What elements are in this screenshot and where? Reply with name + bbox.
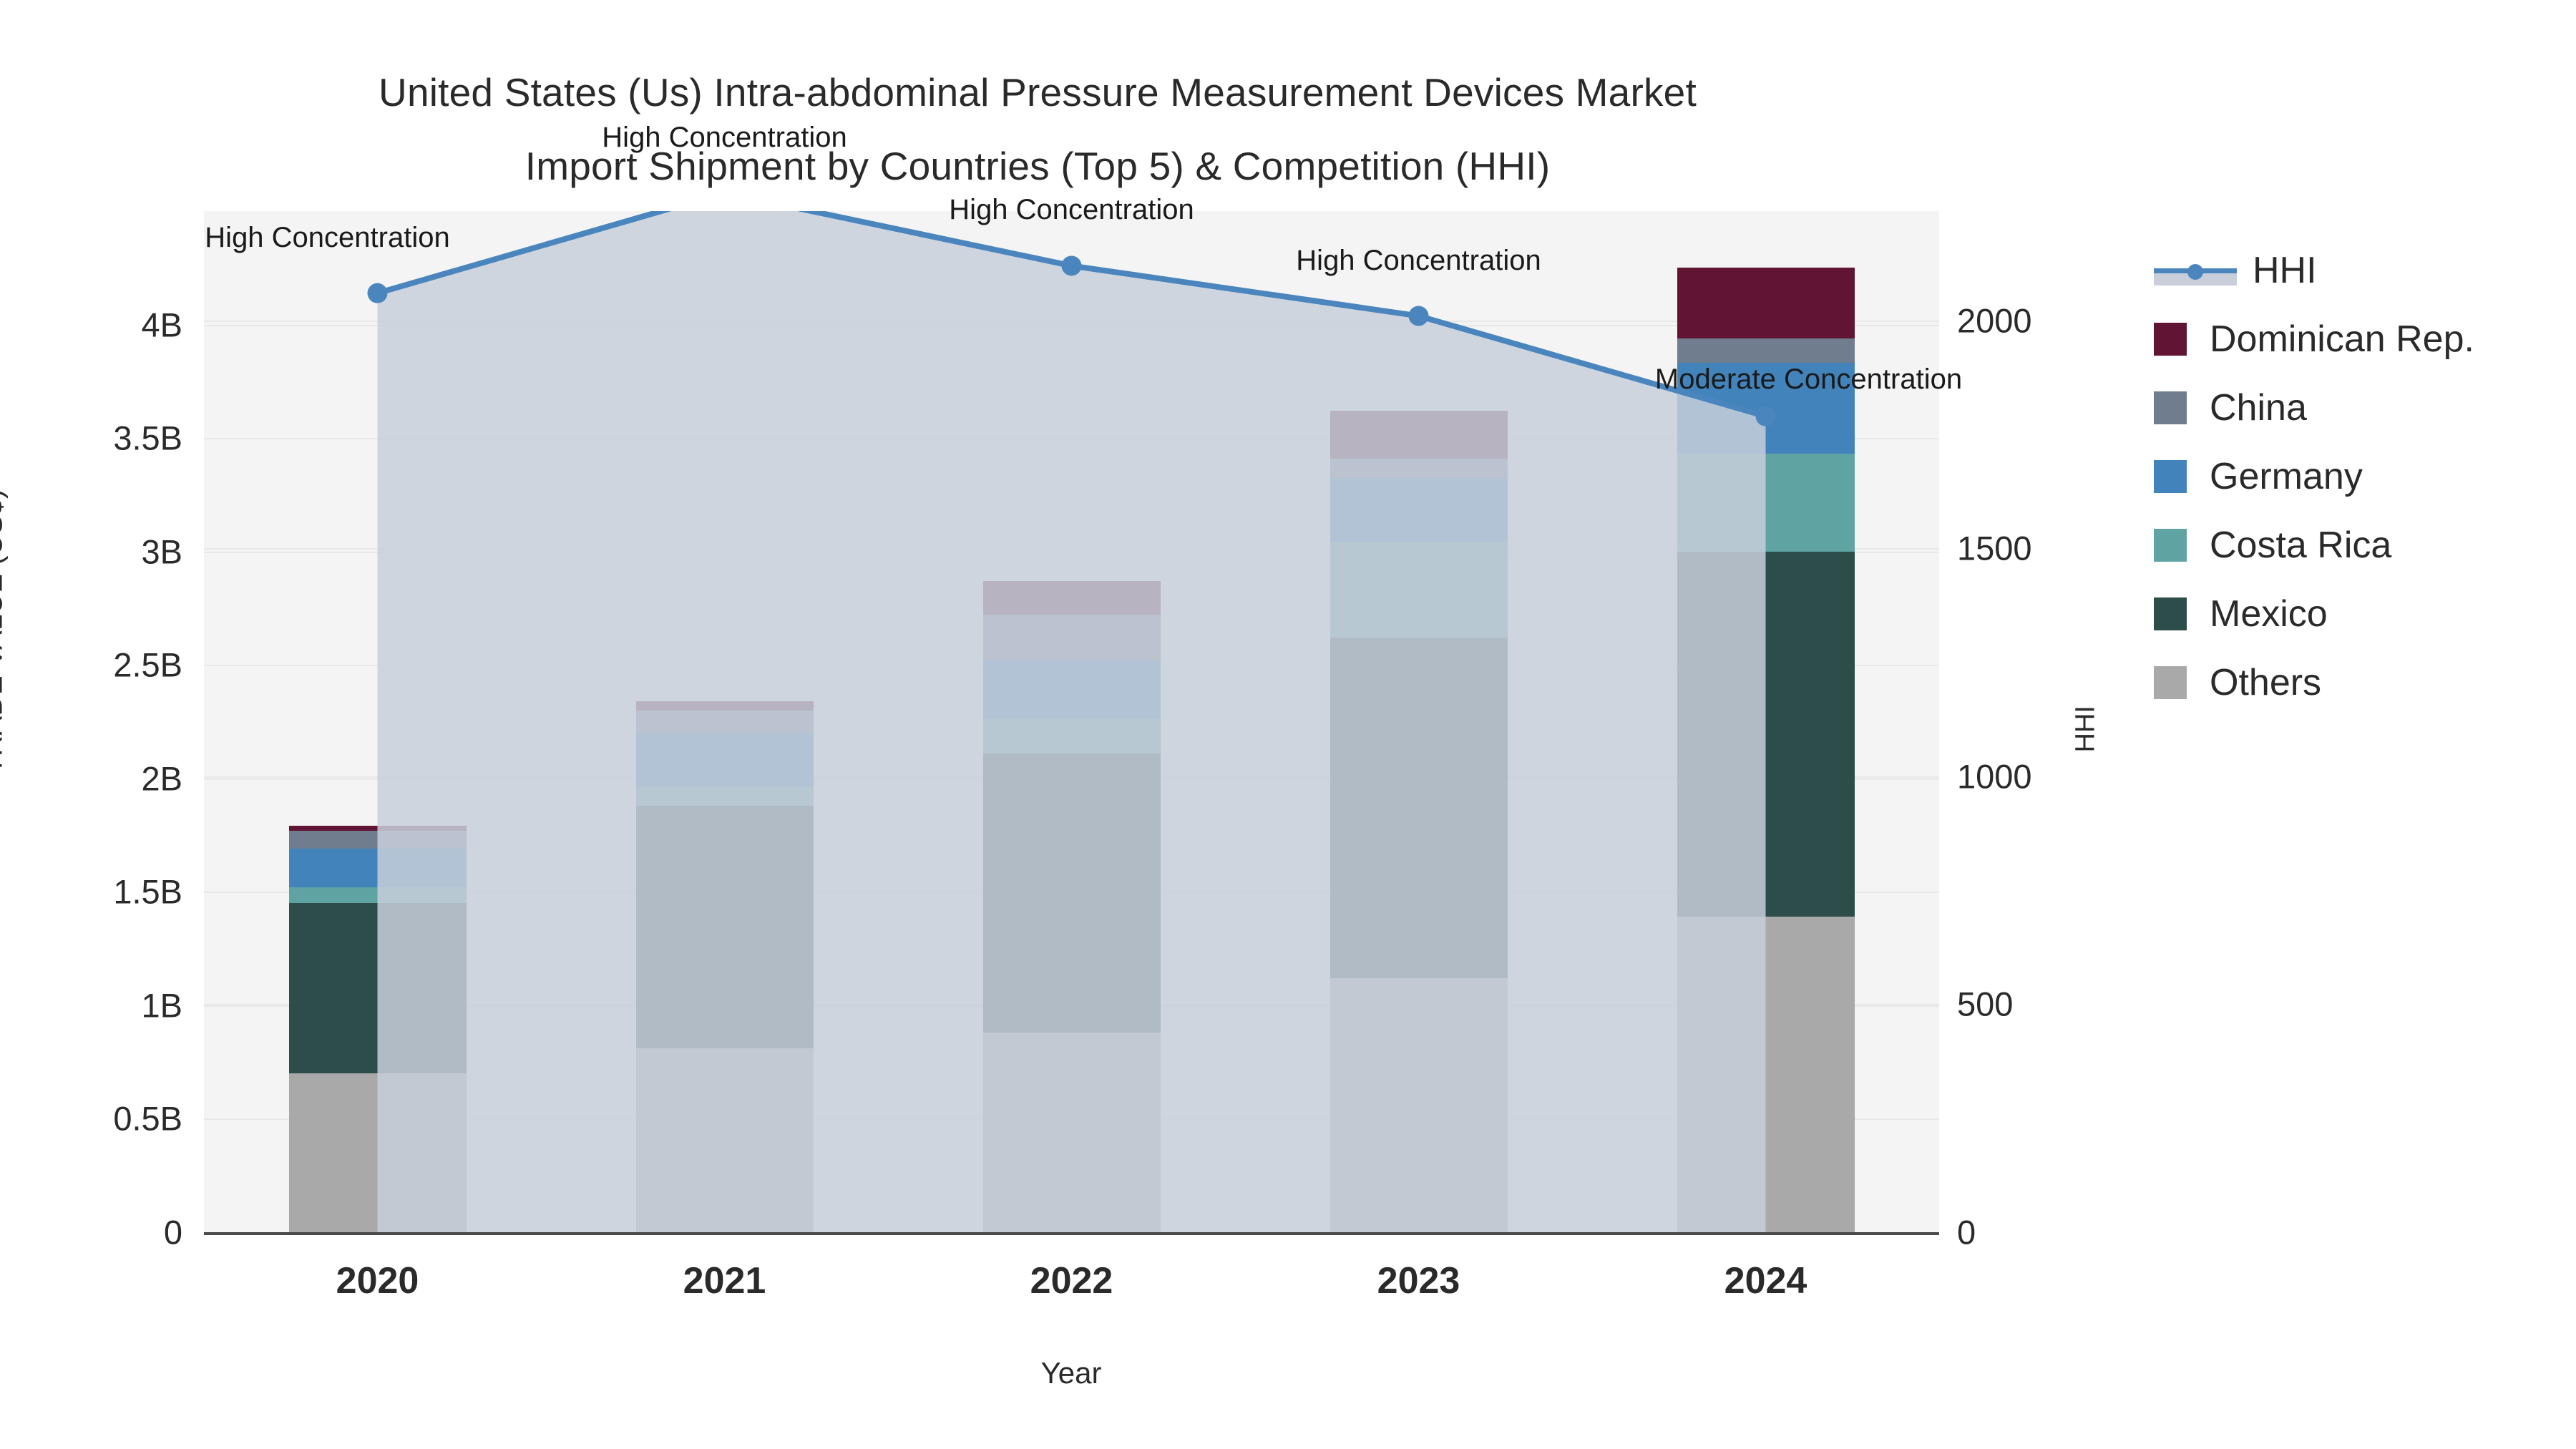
- hhi-annotation: High Concentration: [602, 121, 847, 153]
- x-axis-tick-label: 2024: [1724, 1260, 1807, 1302]
- legend-swatch-icon: [2154, 391, 2187, 424]
- x-axis-tick-label: 2023: [1377, 1260, 1460, 1302]
- hhi-line-key-icon: [2154, 254, 2237, 287]
- bar-segment[interactable]: [288, 826, 467, 831]
- legend-item-label: China: [2210, 387, 2307, 429]
- legend-item-label: Germany: [2210, 456, 2363, 497]
- legend-item[interactable]: Others: [2154, 648, 2569, 717]
- legend-item[interactable]: HHI: [2154, 236, 2569, 305]
- hhi-annotation: High Concentration: [949, 194, 1194, 226]
- legend-item-label: HHI: [2253, 250, 2317, 291]
- legend-item-label: Mexico: [2210, 593, 2328, 635]
- bar-segment[interactable]: [288, 1073, 467, 1232]
- y-axis-left-tick-label: 1.5B: [113, 872, 182, 911]
- bar-segment[interactable]: [982, 580, 1161, 615]
- bar-segment[interactable]: [982, 753, 1161, 1033]
- bar-segment[interactable]: [1330, 479, 1508, 542]
- y-axis-left-tick-label: 1B: [141, 986, 183, 1025]
- legend-item[interactable]: Costa Rica: [2154, 511, 2569, 580]
- y-axis-left-tick-label: 0.5B: [113, 1099, 182, 1138]
- bar-segment[interactable]: [288, 903, 467, 1074]
- bar-segment[interactable]: [1677, 551, 1855, 917]
- legend-item-label: Dominican Rep.: [2210, 318, 2474, 360]
- bar-segment[interactable]: [288, 849, 467, 887]
- chart-title: United States (Us) Intra-abdominal Press…: [0, 56, 2075, 203]
- legend-swatch-icon: [2154, 529, 2187, 562]
- bar-segment[interactable]: [635, 1048, 814, 1232]
- bar-segment[interactable]: [1677, 917, 1855, 1232]
- legend-item-label: Costa Rica: [2210, 525, 2392, 566]
- hhi-annotation: High Concentration: [1296, 244, 1541, 276]
- bar-segment[interactable]: [635, 701, 814, 711]
- y-axis-right-tick-label: 1500: [1957, 529, 2032, 567]
- bar-segment[interactable]: [982, 1032, 1161, 1232]
- y-axis-left-tick-label: 0: [163, 1213, 182, 1252]
- y-axis-left-tick-label: 3B: [141, 532, 183, 571]
- bar-segment[interactable]: [288, 887, 467, 904]
- bar-segment[interactable]: [635, 733, 814, 788]
- y-axis-left-title: TRADE VALUE (US$): [0, 489, 9, 774]
- bar-segment[interactable]: [1330, 542, 1508, 638]
- y-axis-left-tick-label: 2.5B: [113, 645, 182, 684]
- bar-segment[interactable]: [1330, 977, 1508, 1232]
- bar-segment[interactable]: [635, 787, 814, 806]
- bar-segment[interactable]: [288, 830, 467, 849]
- bar-segment[interactable]: [1330, 411, 1508, 459]
- y-axis-right-tick-label: 2000: [1957, 301, 2032, 340]
- legend-swatch-icon: [2154, 597, 2187, 630]
- legend-swatch-icon: [2154, 323, 2187, 356]
- y-axis-left-tick-label: 2B: [141, 759, 183, 798]
- bar-segment[interactable]: [635, 805, 814, 1049]
- bar-segment[interactable]: [982, 660, 1161, 720]
- x-axis-tick-label: 2021: [683, 1260, 766, 1302]
- y-axis-right-tick-label: 500: [1957, 985, 2014, 1023]
- legend-item[interactable]: China: [2154, 374, 2569, 442]
- y-axis-right-title: HHI: [2070, 706, 2101, 753]
- hhi-annotation: High Concentration: [205, 221, 450, 253]
- bar-segment[interactable]: [635, 710, 814, 733]
- legend-item[interactable]: Mexico: [2154, 580, 2569, 648]
- y-axis-right-tick-label: 1000: [1957, 757, 2032, 796]
- x-axis-line: [204, 1232, 1939, 1235]
- bar-segment[interactable]: [982, 719, 1161, 753]
- bar-segment[interactable]: [1677, 338, 1855, 364]
- bar-segment[interactable]: [1330, 638, 1508, 978]
- y-axis-right-tick-label: 0: [1957, 1213, 1976, 1252]
- hhi-annotation: Moderate Concentration: [1654, 363, 1963, 395]
- x-axis-tick-label: 2022: [1030, 1260, 1113, 1302]
- legend-item-label: Others: [2210, 662, 2322, 703]
- chart-legend: HHI Dominican Rep. China Germany Costa Rica M…: [2154, 236, 2569, 717]
- x-axis-title: Year: [1040, 1356, 1102, 1390]
- y-axis-left-tick-label: 4B: [141, 306, 183, 344]
- bar-segment[interactable]: [1677, 454, 1855, 552]
- bar-segment[interactable]: [1677, 268, 1855, 338]
- legend-item[interactable]: Germany: [2154, 442, 2569, 511]
- chart-title-line-2: Import Shipment by Countries (Top 5) & C…: [525, 144, 1551, 188]
- chart-title-line-1: United States (Us) Intra-abdominal Press…: [379, 70, 1697, 114]
- x-axis-tick-label: 2020: [336, 1260, 419, 1302]
- legend-swatch-icon: [2154, 666, 2187, 699]
- legend-swatch-icon: [2154, 460, 2187, 493]
- bar-segment[interactable]: [982, 615, 1161, 660]
- y-axis-left-tick-label: 3.5B: [113, 419, 182, 457]
- bar-segment[interactable]: [1330, 458, 1508, 479]
- legend-item[interactable]: Dominican Rep.: [2154, 305, 2569, 374]
